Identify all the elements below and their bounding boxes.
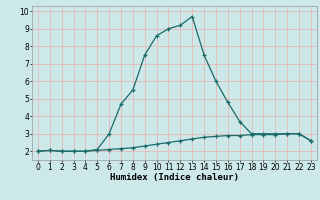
- X-axis label: Humidex (Indice chaleur): Humidex (Indice chaleur): [110, 173, 239, 182]
